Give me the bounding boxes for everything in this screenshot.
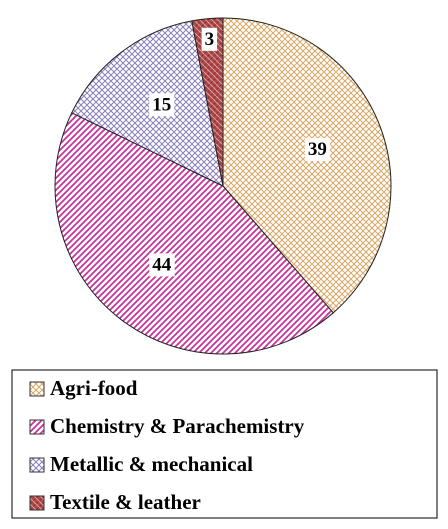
legend-label: Agri-food [50, 376, 138, 400]
legend-label: Textile & leather [50, 490, 201, 514]
legend-label: Chemistry & Parachemistry [50, 414, 305, 438]
legend-swatch [29, 457, 45, 473]
data-label-bg [201, 27, 218, 51]
legend-box [11, 369, 438, 519]
data-label: 44 [152, 254, 172, 275]
data-label: 39 [308, 139, 327, 160]
data-label: 15 [152, 94, 171, 115]
data-label: 3 [205, 29, 215, 50]
pie [54, 17, 392, 355]
pie-slice [191, 17, 224, 187]
data-label-bg [304, 138, 330, 162]
legend-swatch [29, 381, 45, 397]
data-labels: 39 44 15 3 [149, 27, 330, 277]
pie-slice [71, 20, 224, 187]
legend-swatch [29, 495, 45, 511]
pie-slice [54, 112, 334, 355]
legend-swatch [29, 419, 45, 435]
legend: Agri-food Chemistry & Parachemistry Metall… [29, 376, 305, 514]
data-label-bg [149, 253, 175, 277]
pie-slice [222, 17, 392, 314]
legend-label: Metallic & mechanical [50, 452, 253, 476]
data-label-bg [149, 93, 175, 117]
